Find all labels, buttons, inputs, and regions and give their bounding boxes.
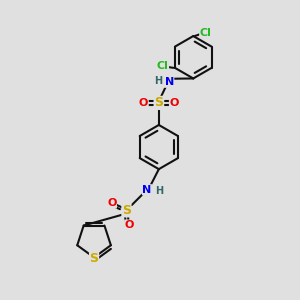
Text: Cl: Cl <box>200 28 212 38</box>
Text: S: S <box>122 204 131 217</box>
Text: S: S <box>154 96 163 110</box>
Text: N: N <box>164 77 174 87</box>
Text: N: N <box>142 185 152 195</box>
Text: O: O <box>125 220 134 230</box>
Text: O: O <box>107 198 116 208</box>
Text: O: O <box>139 98 148 108</box>
Text: H: H <box>155 186 164 196</box>
Text: S: S <box>90 252 99 266</box>
Text: H: H <box>154 76 162 86</box>
Text: O: O <box>169 98 179 108</box>
Text: Cl: Cl <box>157 61 169 71</box>
